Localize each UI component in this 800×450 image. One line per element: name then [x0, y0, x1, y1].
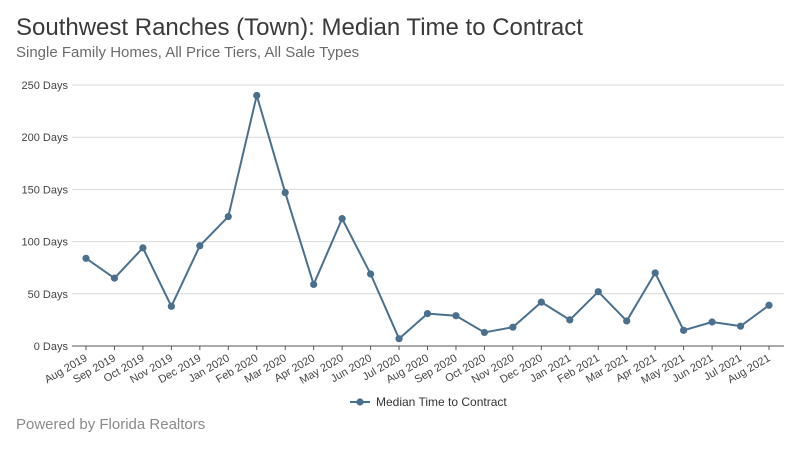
- data-point[interactable]: [167, 302, 175, 310]
- data-point[interactable]: [452, 312, 460, 320]
- data-point[interactable]: [480, 328, 489, 337]
- data-point[interactable]: [253, 91, 261, 100]
- data-point[interactable]: [765, 301, 773, 309]
- series-line: [85, 94, 770, 340]
- data-point[interactable]: [139, 244, 147, 252]
- data-point[interactable]: [423, 310, 432, 318]
- y-tick-label: 100 Days: [22, 237, 69, 249]
- data-point[interactable]: [281, 188, 289, 197]
- legend: Median Time to Contract: [350, 395, 507, 409]
- data-point[interactable]: [395, 335, 403, 343]
- data-point[interactable]: [708, 318, 716, 326]
- chart-subtitle: Single Family Homes, All Price Tiers, Al…: [16, 44, 360, 61]
- series-layer: [82, 91, 773, 343]
- data-point[interactable]: [566, 316, 574, 324]
- y-tick-label: 250 Days: [22, 80, 69, 92]
- data-point[interactable]: [196, 242, 204, 250]
- data-point[interactable]: [82, 254, 90, 262]
- data-point[interactable]: [537, 298, 545, 306]
- axes: [72, 345, 784, 350]
- data-point[interactable]: [651, 269, 659, 277]
- y-tick-label: 200 Days: [22, 132, 69, 144]
- data-point[interactable]: [310, 280, 318, 289]
- chart-title: Southwest Ranches (Town): Median Time to…: [16, 14, 583, 41]
- data-point[interactable]: [594, 288, 602, 296]
- data-point[interactable]: [224, 212, 232, 221]
- y-tick-label: 50 Days: [28, 289, 69, 301]
- data-point[interactable]: [509, 323, 517, 331]
- data-point[interactable]: [680, 326, 688, 334]
- y-tick-label: 150 Days: [22, 184, 69, 196]
- gridlines: [72, 84, 784, 295]
- legend-marker: [356, 398, 364, 406]
- y-tick-label: 0 Days: [34, 341, 69, 353]
- data-point[interactable]: [623, 317, 631, 325]
- y-tick-labels: 0 Days 50 Days 100 Days 150 Days 200 Days 250…: [22, 80, 69, 353]
- footer-credit: Powered by Florida Realtors: [16, 416, 206, 433]
- data-point[interactable]: [736, 322, 745, 330]
- legend-label: Median Time to Contract: [376, 395, 507, 409]
- data-point[interactable]: [110, 274, 119, 282]
- data-point[interactable]: [366, 270, 375, 278]
- data-point[interactable]: [338, 215, 346, 223]
